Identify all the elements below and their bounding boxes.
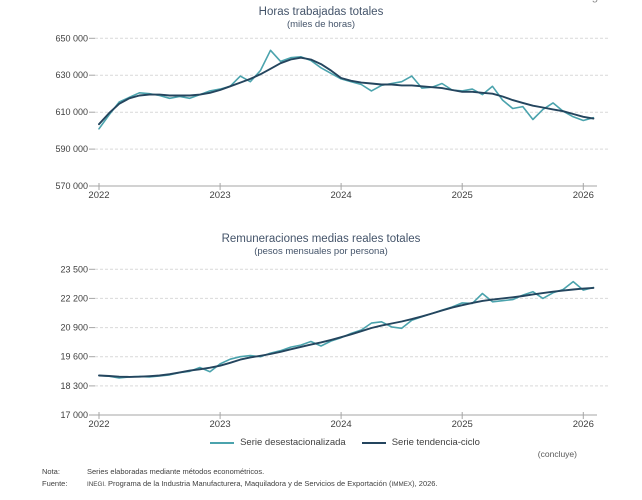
svg-text:590 000: 590 000	[55, 144, 88, 154]
chart-legend: Serie desestacionalizada Serie tendencia…	[95, 437, 595, 448]
hours-chart-title: Horas trabajadas totales	[258, 6, 384, 18]
svg-text:630 000: 630 000	[55, 70, 88, 80]
hours-chart-subtitle: (miles de horas)	[286, 19, 356, 30]
seasonally-adjusted-line-swatch	[210, 441, 235, 444]
trend-cycle-line	[98, 56, 595, 126]
svg-text:22 200: 22 200	[60, 293, 88, 303]
svg-text:570 000: 570 000	[55, 181, 88, 191]
svg-text:650 000: 650 000	[55, 33, 88, 43]
nota-text: Series elaboradas mediante métodos econo…	[87, 467, 265, 476]
fuente-label: Fuente:	[42, 479, 68, 488]
svg-text:19 600: 19 600	[60, 352, 88, 362]
legend-label: Serie desestacionalizada	[240, 437, 346, 448]
wages-chart-subtitle: (pesos mensuales por persona)	[254, 246, 388, 257]
trend-cycle-line-swatch	[361, 441, 386, 444]
svg-text:17 000: 17 000	[60, 410, 88, 420]
svg-text:2025: 2025	[452, 190, 473, 201]
trend-cycle-line	[98, 286, 595, 378]
svg-text:2026: 2026	[573, 190, 594, 201]
footer: Nota: Series elaboradas mediante métodos…	[42, 466, 612, 491]
svg-text:2026: 2026	[573, 419, 594, 430]
fuente-text-suffix: ), 2026.	[412, 479, 438, 488]
svg-text:2024: 2024	[331, 190, 352, 201]
svg-text:23 500: 23 500	[60, 264, 88, 274]
svg-text:2023: 2023	[210, 190, 231, 201]
svg-text:2025: 2025	[452, 419, 473, 430]
footer-nota-row: Nota: Series elaboradas mediante métodos…	[42, 466, 612, 478]
legend-item-desestacionalizada: Serie desestacionalizada	[210, 437, 346, 448]
nota-label: Nota:	[42, 467, 60, 476]
legend-item-tendencia-ciclo: Serie tendencia-ciclo	[361, 437, 480, 448]
svg-text:20 900: 20 900	[60, 323, 88, 333]
fuente-text-body: Programa de la Industria Manufacturera, …	[105, 479, 392, 488]
fuente-text: INEGI. Programa de la Industria Manufact…	[87, 478, 438, 491]
continuation-note: (concluye)	[537, 449, 577, 459]
wages-chart-title: Remuneraciones medias reales totales	[221, 233, 421, 245]
figure-label: Figura 3.6	[544, 0, 634, 5]
svg-text:2023: 2023	[210, 419, 231, 430]
figure-label-text: Figura 3.6	[544, 0, 634, 3]
svg-text:2022: 2022	[88, 190, 109, 201]
svg-text:18 300: 18 300	[60, 381, 88, 391]
legend-label: Serie tendencia-ciclo	[391, 437, 480, 448]
immex-acronym: IMMEX	[391, 481, 413, 488]
svg-text:610 000: 610 000	[55, 107, 88, 117]
svg-text:2024: 2024	[331, 419, 352, 430]
inegi-acronym: INEGI.	[87, 481, 106, 488]
footer-fuente-row: Fuente: INEGI. Programa de la Industria …	[42, 478, 612, 491]
svg-text:2022: 2022	[88, 419, 109, 430]
